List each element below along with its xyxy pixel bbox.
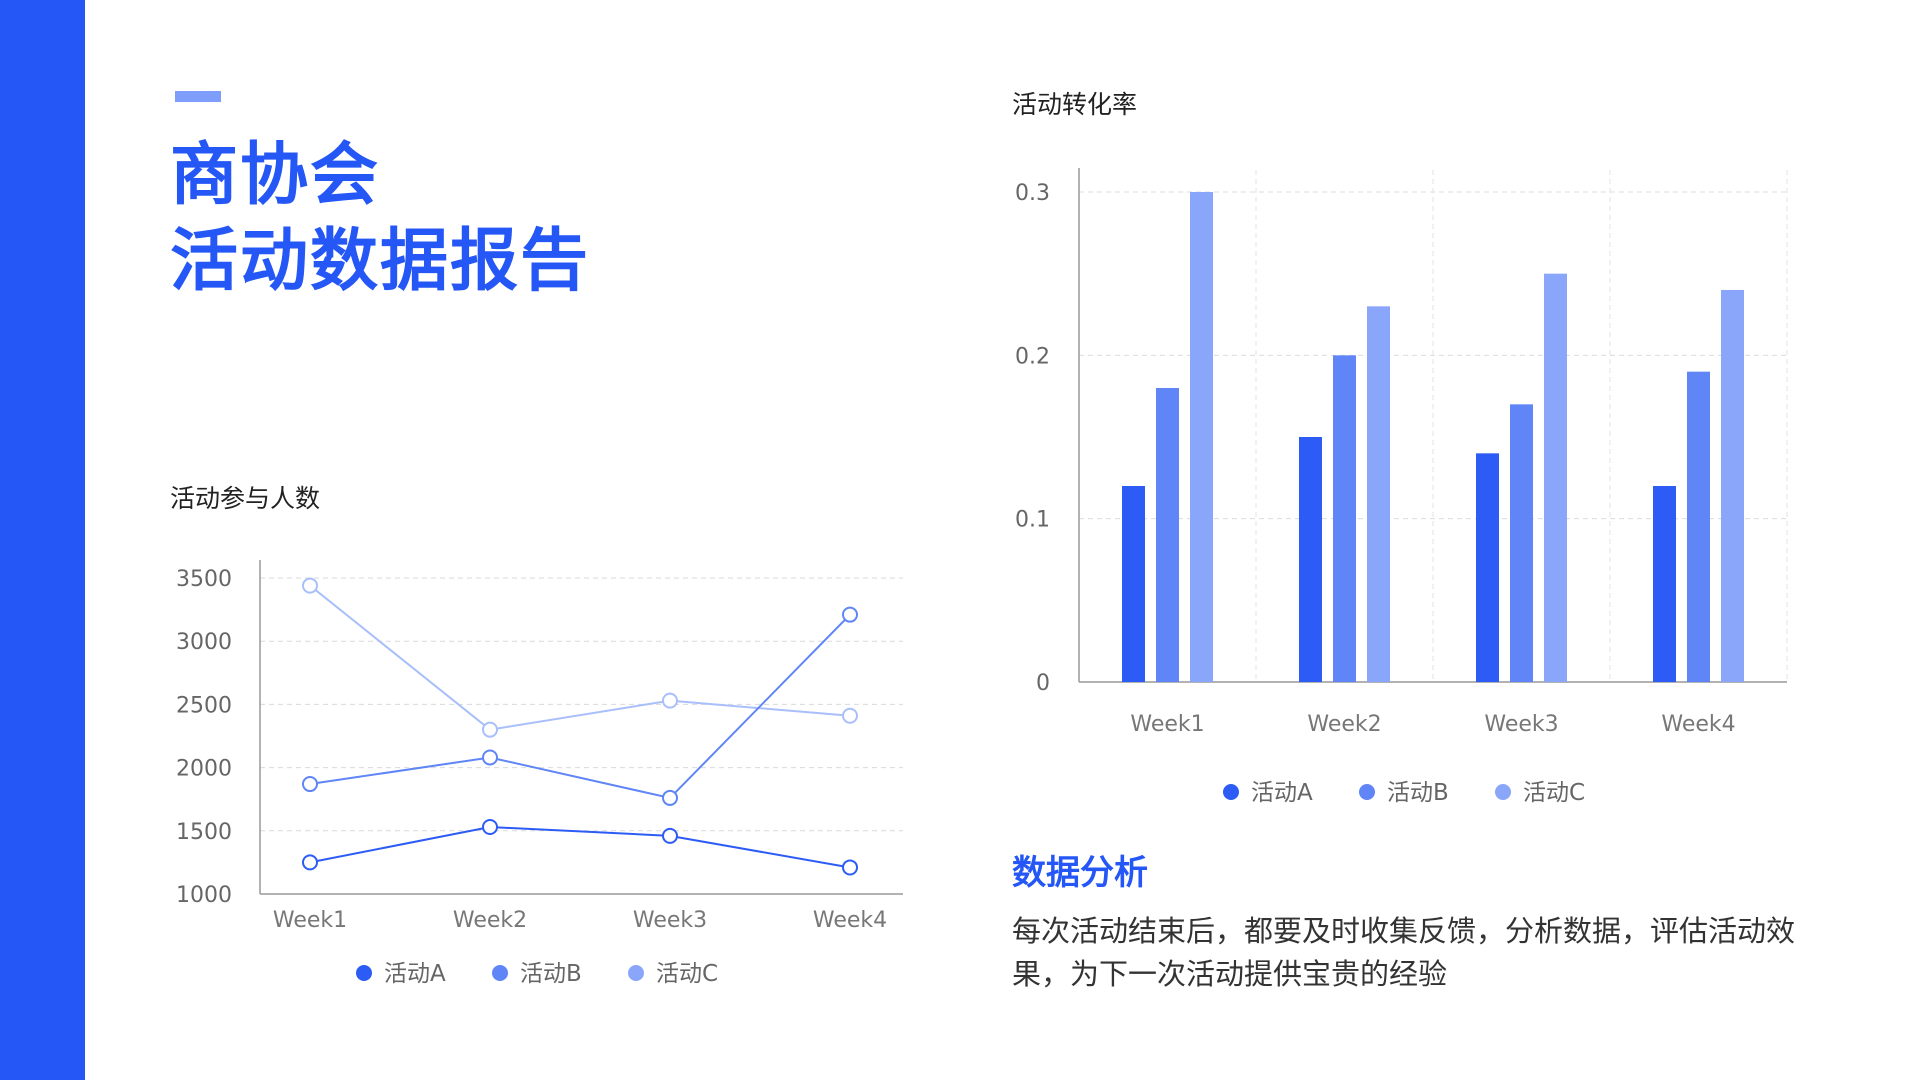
line-chart-ytick-label: 3500 (176, 567, 232, 592)
line-point (662, 827, 678, 844)
bar-Week3-series-2 (1510, 404, 1533, 682)
bar-Week4-series-3 (1721, 290, 1744, 682)
bar-legend-marker (1359, 784, 1375, 800)
bar-legend-marker (1495, 784, 1511, 800)
line-legend-marker (492, 965, 508, 981)
bar-legend-label: 活动A (1251, 780, 1313, 806)
line-legend-label: 活动C (656, 961, 718, 987)
bar-chart-xtick-label: Week1 (1130, 712, 1204, 737)
bar-Week4-series-2 (1687, 371, 1710, 682)
line-chart-ytick-label: 2500 (176, 693, 232, 718)
page-title-line1: 商协会 (170, 136, 381, 215)
bar-Week2-series-1 (1299, 437, 1322, 682)
side-accent-bar (0, 0, 85, 1080)
bar-chart-xtick-label: Week4 (1661, 712, 1735, 737)
bar-legend-label: 活动B (1387, 780, 1449, 806)
bar-Week2-series-3 (1367, 306, 1390, 682)
line-chart-ytick-label: 1500 (176, 820, 232, 845)
page-title-line2: 活动数据报告 (170, 222, 591, 301)
line-chart-xtick-label: Week1 (273, 908, 347, 933)
line-point (302, 776, 318, 793)
bar-Week4-series-1 (1653, 486, 1676, 682)
line-legend-label: 活动A (384, 961, 446, 987)
line-series-2 (309, 613, 851, 800)
line-chart-title: 活动参与人数 (170, 484, 321, 513)
line-chart-ytick-label: 3000 (176, 630, 232, 655)
bar-chart-title: 活动转化率 (1012, 90, 1138, 119)
line-point (302, 577, 318, 594)
line-point (842, 707, 858, 724)
line-chart-xtick-label: Week4 (813, 908, 887, 933)
line-chart-ytick-label: 1000 (176, 883, 232, 908)
bar-legend-marker (1223, 784, 1239, 800)
title-accent-mark (175, 91, 221, 102)
bar-Week1-series-1 (1122, 486, 1145, 682)
line-point (662, 789, 678, 806)
bar-Week3-series-1 (1476, 453, 1499, 682)
bar-Week1-series-3 (1190, 192, 1213, 682)
line-chart-xtick-label: Week2 (453, 908, 527, 933)
bar-chart-ytick-label: 0.2 (1015, 344, 1050, 369)
bar-chart-ytick-label: 0.3 (1015, 181, 1050, 206)
line-point (482, 819, 498, 836)
line-legend-marker (628, 965, 644, 981)
line-series-3 (309, 584, 851, 731)
bar-chart-ytick-label: 0.1 (1015, 508, 1050, 533)
bar-chart-xtick-label: Week2 (1307, 712, 1381, 737)
line-chart-xtick-label: Week3 (633, 908, 707, 933)
bar-Week2-series-2 (1333, 355, 1356, 682)
bar-legend-label: 活动C (1523, 780, 1585, 806)
line-legend-label: 活动B (520, 961, 582, 987)
bar-chart-xtick-label: Week3 (1484, 712, 1558, 737)
analysis-body: 每次活动结束后，都要及时收集反馈，分析数据，评估活动效果，为下一次活动提供宝贵的… (1012, 914, 1796, 991)
line-series-1 (309, 826, 851, 869)
analysis-heading: 数据分析 (1012, 853, 1148, 893)
line-point (482, 721, 498, 738)
line-chart-ytick-label: 2000 (176, 757, 232, 782)
bar-Week1-series-2 (1156, 388, 1179, 682)
bar-chart-ytick-label: 0 (1036, 671, 1050, 696)
line-point (842, 859, 858, 876)
line-point (662, 692, 678, 709)
line-point (302, 854, 318, 871)
line-point (482, 749, 498, 766)
bar-Week3-series-3 (1544, 273, 1567, 682)
line-point (842, 606, 858, 623)
line-legend-marker (356, 965, 372, 981)
